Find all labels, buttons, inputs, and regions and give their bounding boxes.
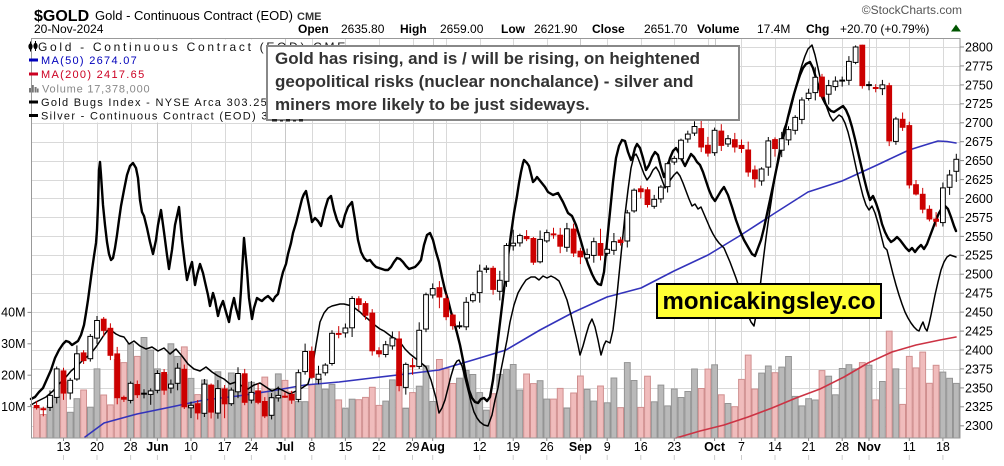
svg-text:Jun: Jun	[146, 440, 168, 454]
svg-text:2550: 2550	[965, 230, 993, 244]
svg-text:10M: 10M	[1, 400, 25, 414]
svg-text:2350: 2350	[965, 381, 993, 395]
svg-text:Gold - Continuous Contract (EO: Gold - Continuous Contract (EOD)	[95, 8, 293, 23]
svg-text:22: 22	[372, 440, 386, 454]
svg-text:12: 12	[473, 440, 487, 454]
svg-text:Close: Close	[592, 22, 625, 36]
svg-text:13: 13	[57, 440, 71, 454]
svg-text:2400: 2400	[965, 343, 993, 357]
svg-text:Low: Low	[501, 22, 526, 36]
svg-text:2600: 2600	[965, 192, 993, 206]
svg-text:28: 28	[835, 440, 849, 454]
svg-text:15: 15	[338, 440, 352, 454]
svg-text:CME: CME	[297, 11, 321, 23]
svg-text:2650: 2650	[965, 154, 993, 168]
svg-text:2635.80: 2635.80	[341, 22, 385, 36]
svg-text:2775: 2775	[965, 59, 993, 73]
svg-text:2625: 2625	[965, 173, 993, 187]
svg-text:2450: 2450	[965, 306, 993, 320]
svg-text:24: 24	[244, 440, 258, 454]
svg-text:2425: 2425	[965, 325, 993, 339]
svg-text:2325: 2325	[965, 400, 993, 414]
svg-text:Volume 17,378,000: Volume 17,378,000	[42, 84, 150, 96]
svg-text:40M: 40M	[1, 306, 25, 320]
svg-text:17: 17	[218, 440, 232, 454]
svg-text:16: 16	[634, 440, 648, 454]
svg-text:2659.00: 2659.00	[440, 22, 484, 36]
svg-text:2525: 2525	[965, 249, 993, 263]
svg-text:8: 8	[308, 440, 315, 454]
svg-text:Gold Bugs Index - NYSE Arca 30: Gold Bugs Index - NYSE Arca 303.25	[41, 97, 268, 109]
svg-text:2575: 2575	[965, 211, 993, 225]
svg-text:20: 20	[90, 440, 104, 454]
svg-text:2300: 2300	[965, 419, 993, 433]
svg-text:2750: 2750	[965, 78, 993, 92]
svg-text:geopolitical risks (nuclear no: geopolitical risks (nuclear nonchalance)…	[275, 72, 694, 91]
svg-text:Nov: Nov	[857, 440, 881, 454]
svg-text:Sep: Sep	[569, 440, 592, 454]
svg-text:MA(50) 2674.07: MA(50) 2674.07	[41, 55, 138, 67]
svg-text:Jul: Jul	[276, 440, 294, 454]
svg-text:©StockCharts.com: ©StockCharts.com	[862, 3, 962, 17]
svg-text:28: 28	[124, 440, 138, 454]
svg-text:11: 11	[903, 440, 916, 454]
svg-text:18: 18	[936, 440, 950, 454]
svg-text:+20.70 (+0.79%): +20.70 (+0.79%)	[840, 22, 929, 36]
svg-text:High: High	[400, 22, 427, 36]
svg-text:miners more likely to be just: miners more likely to be just sideways.	[275, 95, 590, 114]
svg-text:monicakingsley.co: monicakingsley.co	[663, 288, 876, 315]
svg-text:Gold has rising, and is / will: Gold has rising, and is / will be rising…	[275, 49, 700, 68]
svg-text:2651.70: 2651.70	[644, 22, 688, 36]
svg-text:$GOLD: $GOLD	[34, 8, 89, 25]
svg-text:2675: 2675	[965, 135, 993, 149]
svg-text:2475: 2475	[965, 287, 993, 301]
svg-text:17.4M: 17.4M	[757, 22, 790, 36]
svg-text:Silver - Continuous Contract (: Silver - Continuous Contract (EOD) 30.77	[41, 111, 295, 123]
svg-text:2621.90: 2621.90	[534, 22, 578, 36]
svg-text:9: 9	[604, 440, 611, 454]
svg-text:19: 19	[506, 440, 520, 454]
svg-text:10: 10	[184, 440, 198, 454]
svg-text:29: 29	[406, 440, 420, 454]
svg-text:7: 7	[738, 440, 745, 454]
svg-text:2375: 2375	[965, 362, 993, 376]
svg-text:Oct: Oct	[704, 440, 726, 454]
svg-text:30M: 30M	[1, 337, 25, 351]
svg-text:14: 14	[768, 440, 782, 454]
svg-text:MA(200) 2417.65: MA(200) 2417.65	[41, 69, 146, 81]
svg-text:20M: 20M	[1, 368, 25, 382]
svg-text:2800: 2800	[965, 40, 993, 54]
svg-text:2700: 2700	[965, 116, 993, 130]
svg-text:Aug: Aug	[421, 440, 445, 454]
svg-text:Volume: Volume	[697, 22, 740, 36]
svg-text:20-Nov-2024: 20-Nov-2024	[34, 22, 104, 36]
svg-text:Chg: Chg	[806, 22, 829, 36]
svg-text:2500: 2500	[965, 268, 993, 282]
svg-text:21: 21	[802, 440, 816, 454]
svg-text:2725: 2725	[965, 97, 993, 111]
svg-text:23: 23	[667, 440, 681, 454]
svg-text:26: 26	[540, 440, 554, 454]
svg-text:Open: Open	[298, 22, 329, 36]
